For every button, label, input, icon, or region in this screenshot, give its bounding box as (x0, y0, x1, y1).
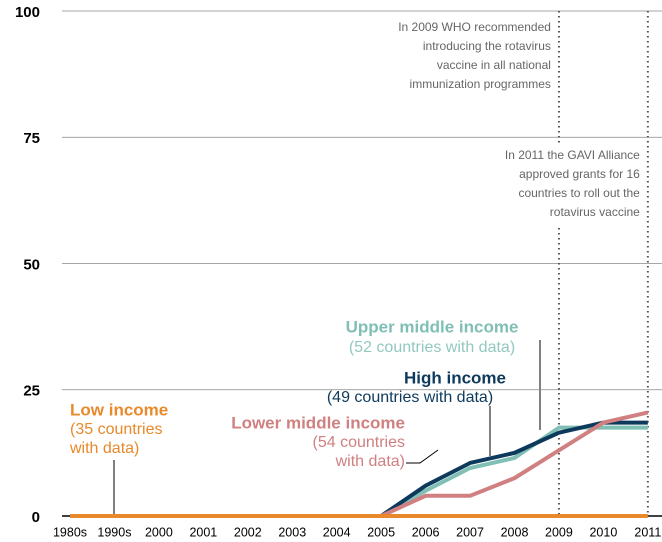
series-label: Upper middle income (346, 317, 519, 336)
x-tick-label: 2011 (634, 525, 661, 539)
layout-leaders (113, 340, 541, 514)
series-label: High income (404, 368, 506, 387)
annotation-text: rotavirus vaccine (550, 205, 640, 219)
x-tick-label: 2010 (589, 525, 617, 539)
x-tick-label: 1980s (53, 525, 87, 539)
x-tick-label: 1990s (97, 525, 131, 539)
x-tick-label: 2002 (234, 525, 262, 539)
y-tick-label: 0 (32, 509, 40, 526)
x-tick-label: 2004 (323, 525, 351, 539)
series-label: Low income (70, 400, 168, 419)
annotation-text: immunization programmes (410, 77, 551, 91)
x-tick-label: 2005 (367, 525, 395, 539)
series-label: Lower middle income (231, 413, 405, 432)
x-tick-label: 2001 (189, 525, 217, 539)
y-tick-label: 75 (23, 130, 40, 147)
annotation-text: vaccine in all national (437, 58, 551, 72)
series-detail: with data) (69, 440, 139, 457)
x-tick-label: 2000 (145, 525, 173, 539)
series-detail: (54 countries (313, 434, 406, 451)
x-tick-label: 2009 (545, 525, 573, 539)
annotation-text: In 2011 the GAVI Alliance (505, 148, 640, 162)
series-detail: (35 countries (70, 421, 163, 438)
y-tick-label: 100 (15, 4, 40, 21)
annotation-text: introducing the rotavirus (423, 39, 551, 53)
annotation-text: approved grants for 16 (519, 167, 640, 181)
series-detail: (49 countries with data) (327, 389, 493, 406)
y-tick-label: 25 (23, 383, 40, 400)
series-detail: (52 countries with data) (349, 339, 515, 356)
annotation-text: countries to roll out the (518, 186, 640, 200)
y-tick-label: 50 (23, 256, 40, 273)
leader-line (406, 449, 439, 464)
x-tick-label: 2003 (278, 525, 306, 539)
series-detail: with data) (335, 453, 405, 470)
annotation-text: In 2009 WHO recommended (398, 20, 551, 34)
x-tick-label: 2007 (456, 525, 484, 539)
x-tick-label: 2008 (501, 525, 529, 539)
x-tick-label: 2006 (412, 525, 440, 539)
